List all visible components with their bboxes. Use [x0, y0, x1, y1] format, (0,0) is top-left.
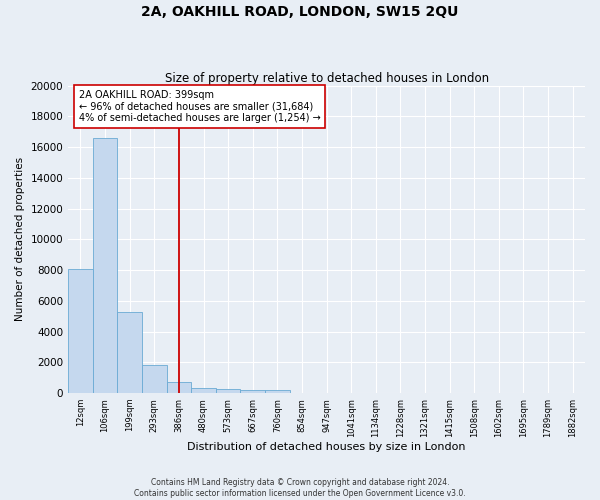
Bar — [265, 390, 290, 393]
Y-axis label: Number of detached properties: Number of detached properties — [15, 158, 25, 322]
Bar — [216, 389, 241, 393]
Bar — [93, 138, 118, 393]
Text: 2A OAKHILL ROAD: 399sqm
← 96% of detached houses are smaller (31,684)
4% of semi: 2A OAKHILL ROAD: 399sqm ← 96% of detache… — [79, 90, 320, 124]
Text: 2A, OAKHILL ROAD, LONDON, SW15 2QU: 2A, OAKHILL ROAD, LONDON, SW15 2QU — [142, 5, 458, 19]
Title: Size of property relative to detached houses in London: Size of property relative to detached ho… — [164, 72, 488, 85]
Bar — [68, 268, 93, 393]
Text: Contains HM Land Registry data © Crown copyright and database right 2024.
Contai: Contains HM Land Registry data © Crown c… — [134, 478, 466, 498]
Bar — [167, 382, 191, 393]
Bar — [241, 390, 265, 393]
X-axis label: Distribution of detached houses by size in London: Distribution of detached houses by size … — [187, 442, 466, 452]
Bar — [191, 388, 216, 393]
Bar — [142, 366, 167, 393]
Bar — [118, 312, 142, 393]
